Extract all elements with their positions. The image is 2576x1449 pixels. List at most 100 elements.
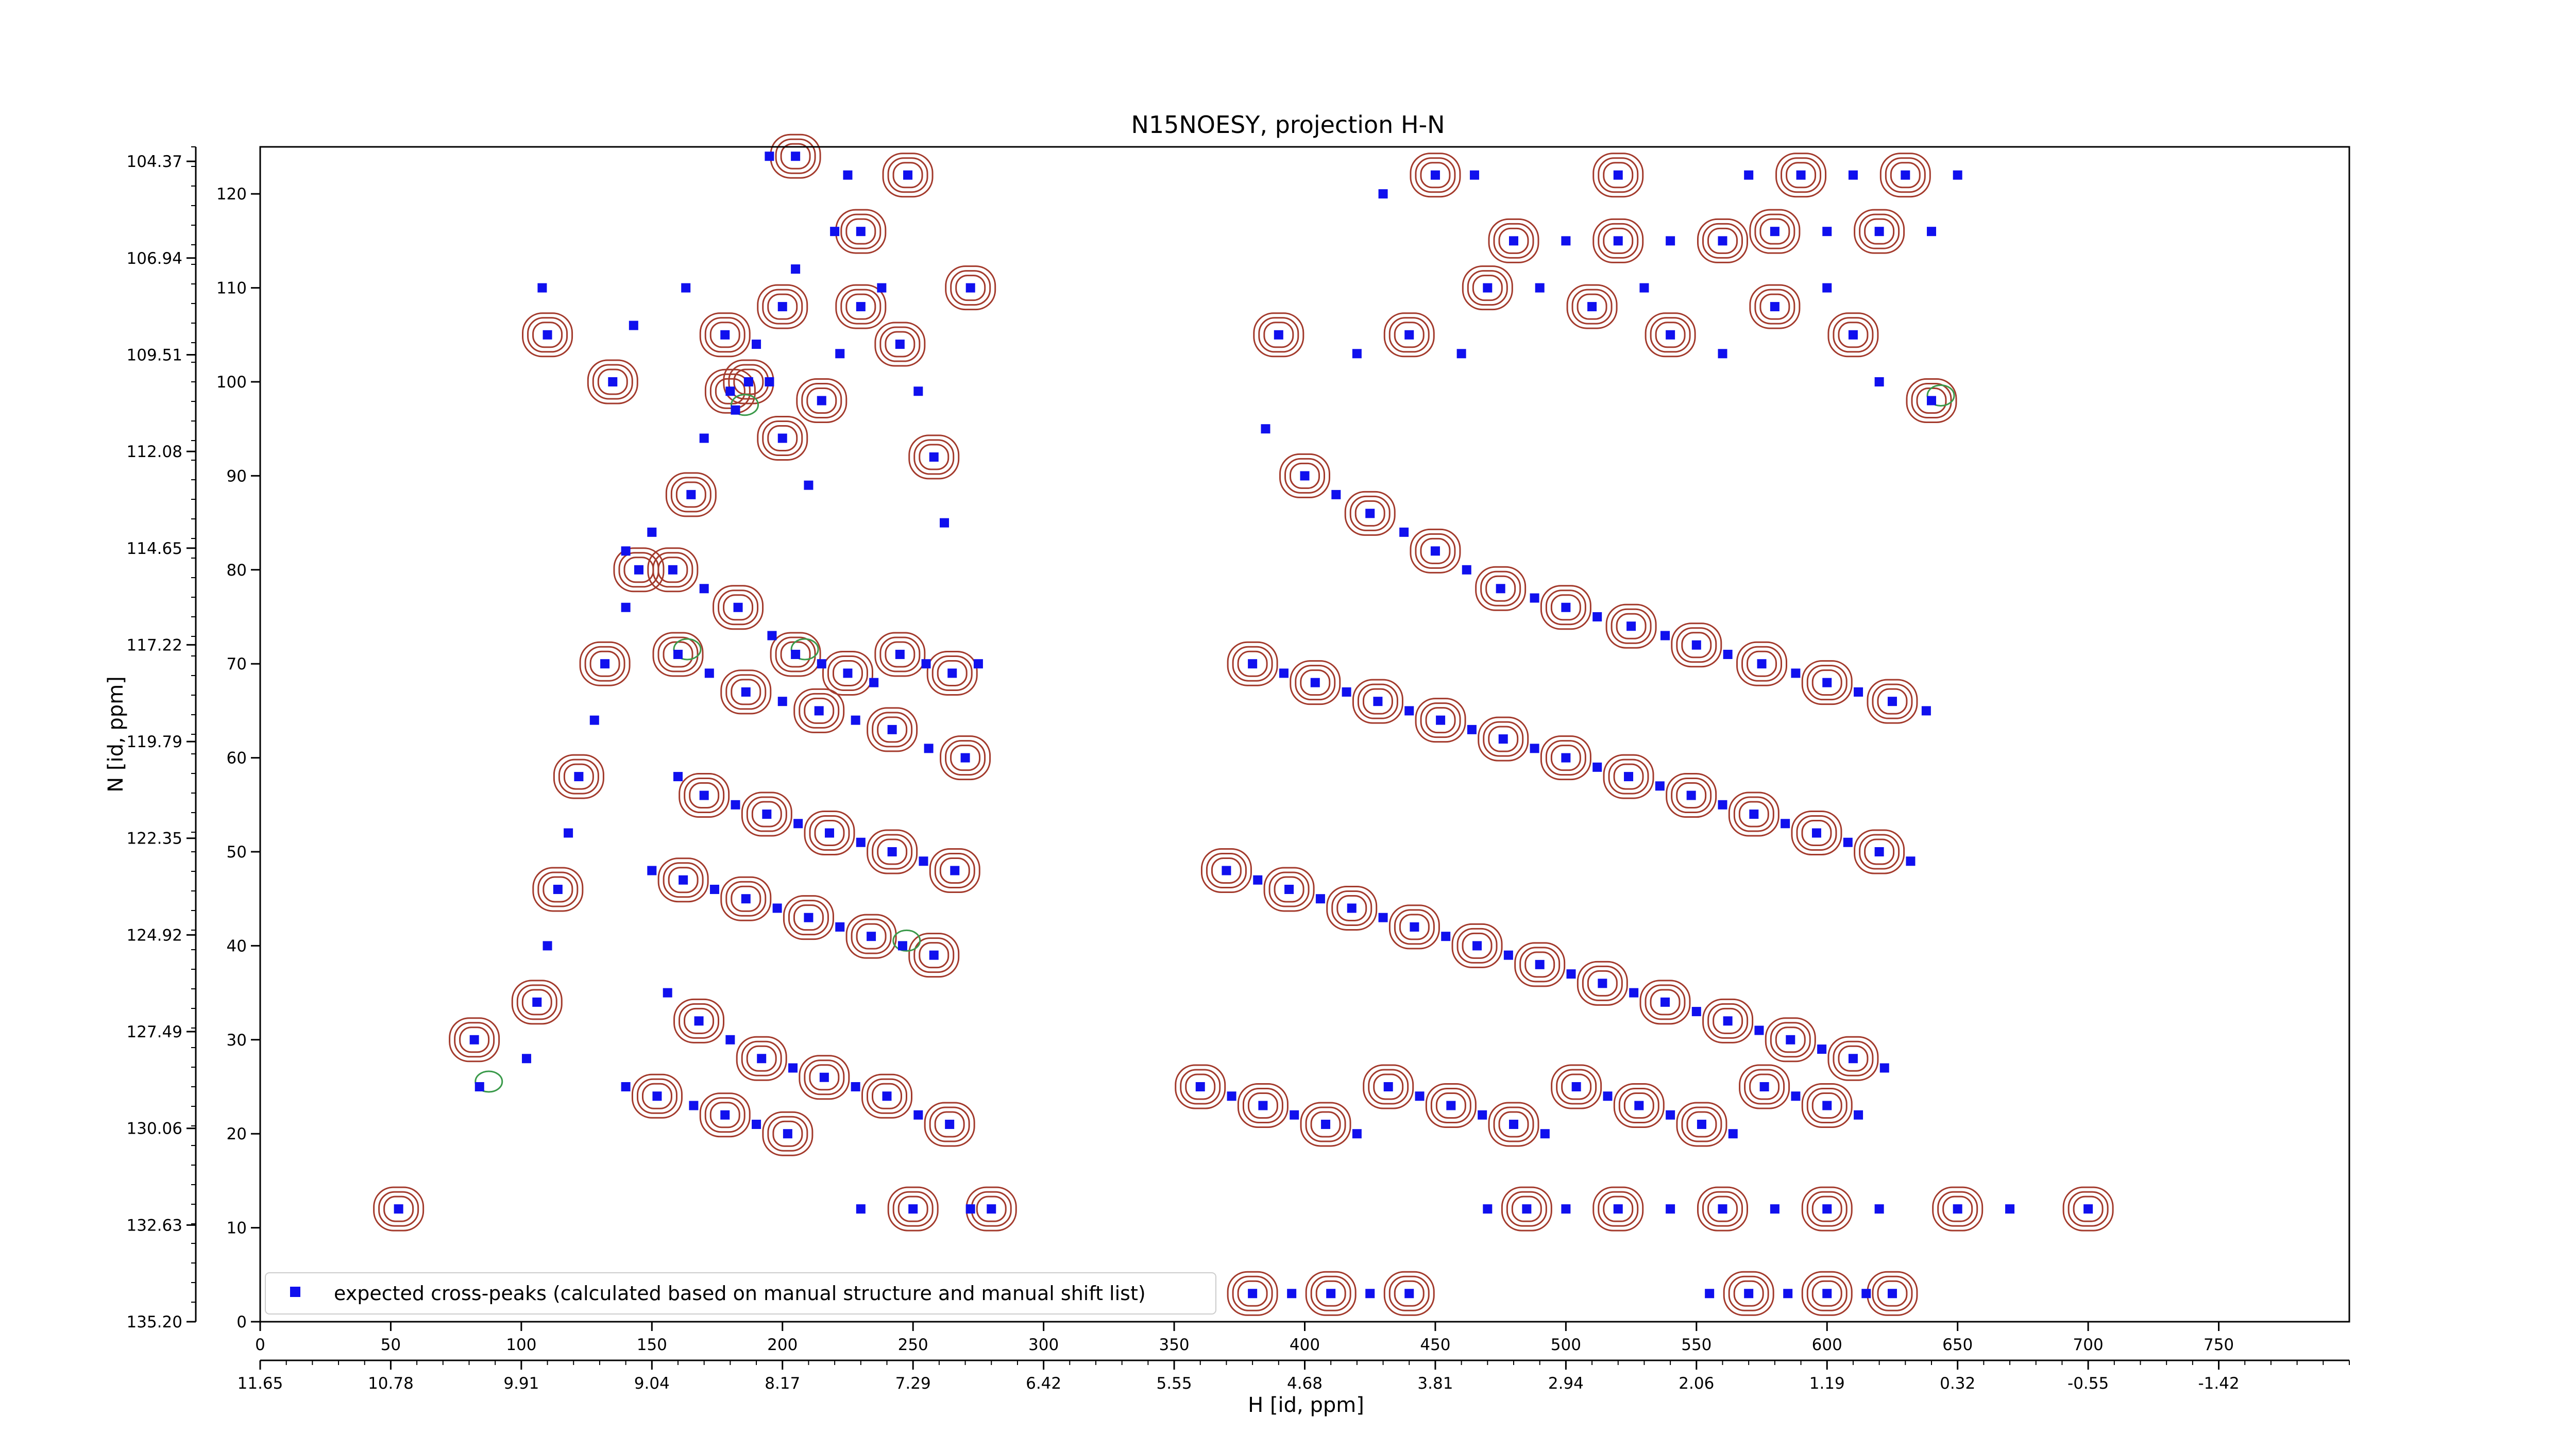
cross-peak-point <box>767 631 777 641</box>
cross-peak-point <box>1587 302 1597 312</box>
contour-ring <box>1274 876 1304 903</box>
cross-peak-point <box>817 396 826 406</box>
cross-peak-point <box>731 800 740 810</box>
contour-ring <box>885 641 916 668</box>
cross-peak-point <box>1697 1119 1706 1129</box>
cross-peak-point <box>689 1101 699 1110</box>
x-tick-label: 50 <box>381 1336 401 1354</box>
contour-ring <box>1650 989 1681 1016</box>
contour-ring <box>809 815 850 851</box>
cross-peak-point <box>621 1082 631 1091</box>
cross-peak-point <box>1352 1129 1362 1139</box>
contour-ring <box>1475 566 1527 611</box>
contour-ring <box>1305 1271 1357 1316</box>
contour-ring <box>1514 942 1566 987</box>
contour-ring <box>1702 223 1743 259</box>
contour-ring <box>1592 1186 1644 1232</box>
contour-ring <box>1493 1106 1534 1142</box>
contour-ring <box>887 157 928 193</box>
cross-peak-point <box>1848 170 1858 180</box>
cross-peak-point <box>694 1016 704 1026</box>
contour-ring <box>1200 848 1252 893</box>
contour-ring <box>684 778 725 814</box>
cross-peak-point <box>2083 1204 2093 1214</box>
contour-ring <box>636 1078 677 1114</box>
cross-peak-point <box>1634 1101 1644 1110</box>
contour-ring <box>762 289 803 325</box>
contour-ring <box>1598 223 1639 259</box>
cross-peak-point <box>663 988 672 998</box>
contour-ring <box>908 933 960 978</box>
cross-peak-point <box>1441 932 1451 941</box>
contour-ring <box>521 989 552 1016</box>
cross-peak-point <box>793 819 803 829</box>
cross-peak-point <box>1759 1082 1769 1091</box>
cross-peak-point <box>1843 837 1853 847</box>
cross-peak-point <box>1509 236 1518 246</box>
secondary-y-tick-label: 112.08 <box>127 443 182 461</box>
cross-peak-point <box>1436 715 1446 725</box>
x-axis: 0 50 100 150 200 250 300 350 400 450 500 550 600 650 7… <box>255 1322 2234 1354</box>
cross-peak-point <box>469 1035 479 1044</box>
cross-peak-point <box>1791 668 1801 678</box>
contour-ring <box>1811 1092 1842 1119</box>
x-tick-label: 100 <box>506 1336 536 1354</box>
cross-peak-point <box>804 913 814 922</box>
contour-ring <box>1279 453 1330 498</box>
contour-ring <box>1786 162 1817 189</box>
cross-peak-point <box>720 1110 730 1120</box>
cross-peak-point <box>1822 1101 1832 1110</box>
cross-peak-point <box>1535 959 1545 969</box>
y-tick-label: 120 <box>216 185 247 204</box>
cross-peak-point <box>600 659 610 669</box>
contour-ring <box>1728 791 1780 837</box>
contour-ring <box>1237 1280 1268 1307</box>
contour-ring <box>929 848 980 893</box>
contour-ring <box>934 1111 965 1138</box>
contour-ring <box>1394 909 1435 945</box>
cross-peak-point <box>929 950 939 960</box>
contour-ring <box>1263 322 1294 348</box>
cross-peak-point <box>752 1119 761 1129</box>
contour-ring <box>879 326 921 362</box>
cross-peak-point <box>1770 1204 1780 1214</box>
cross-peak-point <box>1744 170 1754 180</box>
contour-ring <box>1290 660 1341 705</box>
contour-ring <box>1394 1280 1425 1307</box>
cross-peak-point <box>1227 1091 1236 1101</box>
cross-peak-point <box>1404 330 1414 340</box>
x-tick-label: 250 <box>898 1336 928 1354</box>
contour-ring <box>1545 589 1586 626</box>
contour-ring <box>929 1106 970 1142</box>
y-tick-label: 30 <box>227 1031 247 1050</box>
contour-ring <box>665 472 717 517</box>
cross-peak-point <box>1571 1082 1581 1091</box>
contour-ring <box>668 867 699 894</box>
negative-contour <box>673 638 702 661</box>
contour-ring <box>1551 1064 1602 1109</box>
contour-ring <box>908 434 960 480</box>
contour-ring <box>1263 867 1315 912</box>
negative-contour <box>731 394 759 416</box>
contour-ring <box>1247 1092 1278 1119</box>
cross-peak-point <box>1253 875 1263 885</box>
contour-ring <box>718 589 759 626</box>
cross-peak-point <box>1503 950 1513 960</box>
contour-ring <box>1859 834 1900 870</box>
contour-ring <box>2062 1186 2114 1232</box>
contour-ring <box>955 275 986 301</box>
contour-ring <box>1754 289 1795 325</box>
contour-ring <box>1383 312 1435 358</box>
cross-peak-point <box>945 1119 955 1129</box>
cross-peak-point <box>783 1129 792 1139</box>
contour-ring <box>1410 153 1461 198</box>
negative-contour <box>790 638 819 661</box>
x-tick-label: 200 <box>767 1336 798 1354</box>
contour-ring <box>1676 782 1707 809</box>
contour-ring <box>1747 650 1777 677</box>
contour-ring <box>641 1083 672 1109</box>
contour-ring <box>1237 1083 1289 1128</box>
cross-peak-point <box>940 518 950 528</box>
contour-ring <box>1867 679 1918 724</box>
cross-peak-point <box>725 386 735 396</box>
